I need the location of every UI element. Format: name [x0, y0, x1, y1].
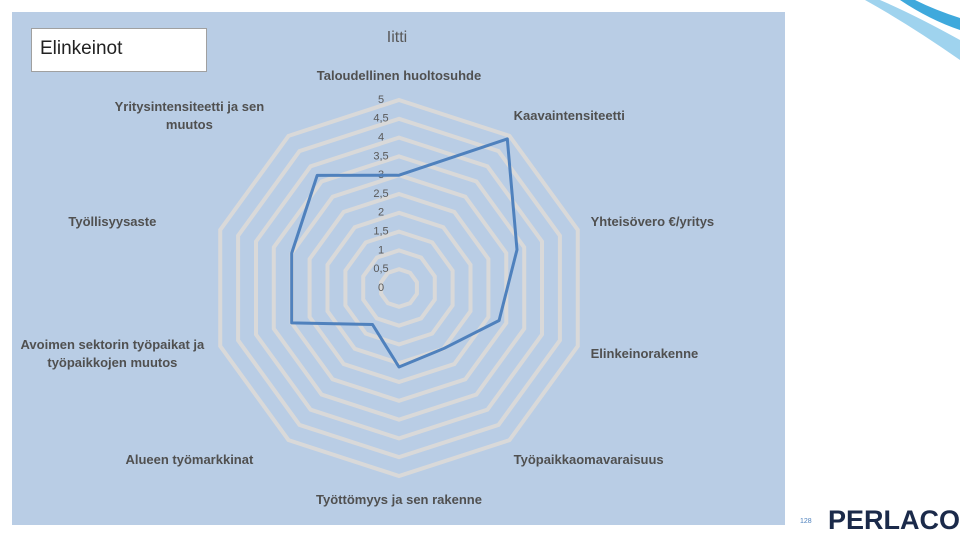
category-label: Työpaikkaomavaraisuus: [513, 451, 664, 467]
logo: PERLACON: [828, 505, 960, 535]
grid-ring: [307, 191, 491, 385]
r-tick-label: 3,5: [373, 150, 388, 162]
r-tick-label: 0: [378, 282, 384, 294]
category-label: Alueen työmarkkinat: [125, 451, 254, 467]
r-tick-label: 4,5: [373, 113, 388, 125]
series-line: [290, 137, 519, 369]
page-number: 128: [800, 518, 812, 525]
grid-ring: [361, 248, 437, 328]
grid-ring: [254, 135, 544, 441]
category-label: Työllisyysaste: [68, 214, 157, 230]
grid-ring: [236, 116, 562, 460]
decoration: [900, 0, 960, 30]
box-title: Elinkeinot: [31, 28, 207, 72]
r-tick-label: 1,5: [373, 226, 388, 238]
category-label: Yhteisövero €/yritys: [590, 214, 715, 230]
category-label: Yritysintensiteetti ja sen muutos: [114, 99, 265, 133]
grid-ring: [271, 154, 527, 422]
category-label: Elinkeinorakenne: [590, 345, 699, 361]
r-tick-label: 4: [378, 132, 384, 144]
grid-ring: [343, 229, 455, 347]
category-label: Kaavaintensiteetti: [513, 108, 625, 124]
grid-ring: [289, 173, 509, 403]
grid-ring: [379, 267, 419, 309]
category-label: Avoimen sektorin työpaikat ja työpaikkoj…: [20, 336, 205, 370]
r-tick-label: 2: [378, 207, 384, 219]
grid-ring: [325, 210, 473, 366]
category-label: Työttömyys ja sen rakenne: [316, 492, 482, 507]
category-label: Taloudellinen huoltosuhde: [316, 68, 482, 83]
r-tick-label: 1: [378, 244, 384, 256]
decoration: [865, 0, 960, 60]
grid-ring: [218, 97, 580, 479]
r-tick-label: 2,5: [373, 188, 388, 200]
r-tick-label: 0,5: [373, 263, 388, 275]
r-tick-label: 5: [378, 94, 384, 106]
chart-title: Iitti: [387, 29, 407, 46]
